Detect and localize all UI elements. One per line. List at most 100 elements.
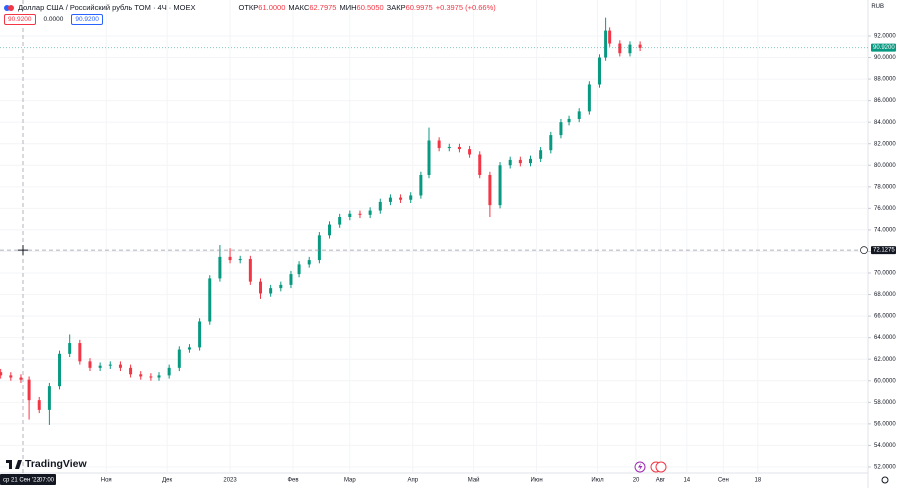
- candle-body: [618, 43, 622, 54]
- y-tick-label: 90.0000: [874, 55, 896, 61]
- y-tick-label: 54.0000: [874, 443, 896, 449]
- y-tick-label: 60.0000: [874, 378, 896, 384]
- x-tick-label: Авг: [656, 478, 666, 484]
- x-tick-label: Сен: [718, 478, 729, 484]
- crosshair-time-label: 07:00: [39, 478, 55, 484]
- flag-icon[interactable]: [655, 461, 667, 473]
- candle-body: [198, 321, 202, 348]
- symbol-title[interactable]: Доллар США / Российский рубль TOM · 4Ч ·…: [18, 3, 196, 12]
- y-tick-label: 74.0000: [874, 228, 896, 234]
- candle-body: [608, 30, 612, 44]
- candle-body: [279, 284, 283, 289]
- ohlc-label: ОТКР: [238, 3, 259, 12]
- x-axis-bar: [0, 473, 900, 488]
- candle-body: [447, 146, 451, 149]
- candle-body: [539, 150, 543, 159]
- candle-body: [157, 375, 161, 378]
- y-tick-label: 70.0000: [874, 271, 896, 277]
- candle-body: [88, 361, 92, 368]
- grid: [0, 0, 868, 473]
- candle-body: [488, 174, 492, 206]
- currency[interactable]: RUB: [871, 4, 884, 10]
- candle-body: [328, 224, 332, 236]
- candle-body: [368, 210, 372, 215]
- sell-price[interactable]: 90.9200: [4, 14, 36, 25]
- x-tick-label: Ноя: [101, 478, 112, 484]
- x-tick-label: Июн: [531, 478, 543, 484]
- candle-body: [269, 288, 273, 294]
- candle-body: [118, 364, 122, 368]
- candle-body: [27, 379, 31, 401]
- crosshair-date-tag: [0, 474, 56, 485]
- candle-body: [348, 213, 352, 217]
- candle-body: [47, 386, 51, 410]
- candle-body: [399, 197, 403, 200]
- candle-body: [457, 146, 461, 150]
- ohlc-label: МАКС: [288, 3, 310, 12]
- candle-body: [149, 376, 153, 378]
- x-tick-label: 14: [683, 478, 690, 484]
- cursor: [17, 245, 28, 256]
- candle-body: [598, 57, 602, 85]
- y-tick-label: 64.0000: [874, 335, 896, 341]
- logo-text: TradingView: [25, 458, 87, 470]
- y-tick-label: 58.0000: [874, 400, 896, 406]
- y-tick-label: 76.0000: [874, 206, 896, 212]
- crosshair-price-label: 72.1275: [873, 248, 895, 254]
- candle-body: [307, 260, 311, 265]
- last-price-tag: [871, 43, 896, 52]
- buy-price[interactable]: 90.9200: [71, 14, 103, 25]
- ohlc-value: 62.7975: [309, 3, 337, 12]
- ohlc-value: 61.0000: [258, 3, 286, 12]
- candle-body: [409, 195, 413, 200]
- y-tick-label: 80.0000: [874, 163, 896, 169]
- y-tick-label: 78.0000: [874, 184, 896, 190]
- candle-body: [208, 278, 212, 322]
- candle-body: [427, 140, 431, 175]
- candle-body: [528, 158, 532, 164]
- y-tick-label: 56.0000: [874, 421, 896, 427]
- candle-body: [577, 111, 581, 119]
- candle-body: [338, 216, 342, 225]
- candle-body: [129, 367, 133, 375]
- candle-body: [297, 264, 301, 275]
- candle-body: [78, 343, 82, 362]
- ohlc-label: МИН: [339, 3, 357, 12]
- y-tick-label: 88.0000: [874, 77, 896, 83]
- x-tick-label: Фев: [287, 478, 298, 484]
- candle-body: [187, 347, 191, 350]
- candle-body: [259, 281, 263, 294]
- ohlc-label: ЗАКР: [386, 3, 406, 12]
- y-tick-label: 86.0000: [874, 98, 896, 104]
- candle-body: [139, 374, 143, 377]
- settings-icon[interactable]: [881, 476, 889, 484]
- x-tick-label: 2023: [223, 478, 237, 484]
- candle-body: [317, 235, 321, 261]
- candle-body: [638, 44, 642, 48]
- spread: 0.0000: [39, 14, 68, 25]
- candle-body: [478, 154, 482, 175]
- logo-mark: [6, 459, 22, 469]
- header: Доллар США / Российский рубль TOM · 4Ч ·…: [4, 3, 496, 12]
- candle-body: [468, 149, 472, 155]
- crosshair-date-label: ср 21 Сен '22: [3, 478, 40, 484]
- y-tick-label: 62.0000: [874, 357, 896, 363]
- candle-body: [68, 343, 72, 354]
- candle-body: [498, 165, 502, 206]
- candle-body: [167, 367, 171, 376]
- candle-body: [228, 256, 232, 261]
- x-tick-label: Мар: [344, 478, 356, 484]
- candle-body: [37, 400, 41, 410]
- candle-body: [604, 30, 608, 58]
- candle-body: [289, 274, 293, 285]
- candle-body: [19, 377, 23, 380]
- candle-body: [218, 256, 222, 279]
- crosshair-price-tag: [871, 246, 896, 255]
- candle-body: [567, 118, 571, 123]
- add-alert-icon[interactable]: [860, 246, 868, 254]
- candle-body: [108, 364, 112, 366]
- candle-body: [508, 159, 512, 166]
- symbol-icon: [4, 4, 14, 11]
- ohlc-value: 60.5050: [356, 3, 384, 12]
